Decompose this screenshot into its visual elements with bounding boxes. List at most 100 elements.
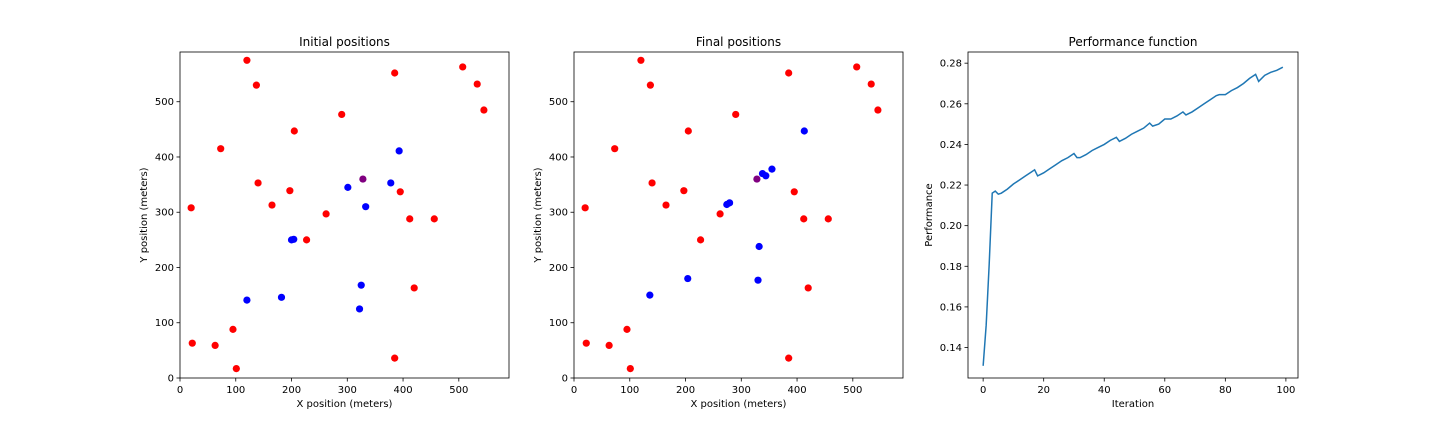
data-point	[680, 187, 688, 195]
data-point	[410, 284, 418, 292]
data-point	[243, 296, 251, 304]
x-tick-label: 500	[843, 385, 862, 396]
data-point	[754, 276, 762, 284]
y-tick-label: 0	[168, 374, 174, 385]
data-point	[790, 188, 798, 196]
x-tick-label: 500	[449, 385, 468, 396]
data-point	[362, 203, 370, 211]
data-point	[286, 187, 294, 195]
data-point	[188, 339, 196, 347]
data-point	[867, 80, 875, 88]
y-tick-label: 500	[155, 97, 174, 108]
data-point	[785, 69, 793, 77]
data-point	[277, 293, 286, 301]
data-point	[623, 325, 631, 333]
x-tick-label: 0	[571, 385, 577, 396]
axes-frame	[573, 51, 904, 379]
y-tick-label: 0.14	[940, 343, 962, 354]
data-point	[804, 284, 812, 292]
axes-frame	[179, 51, 510, 379]
data-point	[480, 106, 488, 114]
data-point	[824, 215, 832, 223]
data-point	[762, 172, 770, 180]
axes-frame	[967, 51, 1299, 379]
y-tick-label: 0.18	[940, 262, 962, 273]
y-tick-label: 300	[549, 208, 568, 219]
y-axis-label: Y position (meters)	[139, 167, 150, 263]
y-tick-label: 0.20	[940, 221, 962, 232]
data-point	[611, 145, 619, 153]
data-point	[359, 175, 367, 183]
data-point	[605, 341, 613, 349]
data-point	[290, 127, 298, 135]
x-tick-label: 40	[1098, 385, 1111, 396]
data-point	[753, 175, 761, 183]
data-point	[268, 201, 276, 209]
series-line	[982, 66, 1284, 366]
y-tick-label: 400	[155, 152, 174, 163]
y-tick-label: 100	[549, 318, 568, 329]
y-tick-label: 0.28	[940, 59, 962, 70]
x-tick-label: 300	[732, 385, 751, 396]
data-point	[338, 110, 346, 119]
x-axis-label: X position (meters)	[297, 399, 393, 410]
data-point	[229, 325, 237, 333]
data-point	[874, 106, 882, 114]
data-point	[357, 281, 365, 289]
data-point	[232, 365, 240, 373]
data-point	[637, 56, 645, 64]
x-tick-label: 100	[226, 385, 245, 396]
data-point	[684, 274, 692, 283]
chart-title: Initial positions	[299, 35, 390, 49]
data-point	[662, 201, 670, 209]
data-point	[800, 127, 808, 135]
x-tick-label: 20	[1037, 385, 1050, 396]
x-tick-label: 100	[1276, 385, 1295, 396]
data-point	[396, 188, 404, 196]
data-point	[684, 127, 692, 135]
data-point	[473, 80, 481, 88]
data-point	[406, 215, 414, 223]
chart-title: Final positions	[696, 35, 781, 49]
x-tick-label: 60	[1158, 385, 1171, 396]
x-axis-label: Iteration	[1112, 399, 1154, 410]
x-tick-label: 80	[1219, 385, 1232, 396]
x-tick-label: 400	[394, 385, 413, 396]
data-point	[648, 179, 656, 187]
data-point	[732, 110, 740, 119]
data-point	[768, 165, 776, 173]
x-tick-label: 0	[177, 385, 183, 396]
data-point	[459, 63, 467, 71]
data-point	[302, 236, 311, 244]
chart-panel-0: 0 100 200 300 400 500 0 100 200 300 400 500 Initial …	[139, 35, 510, 410]
data-point	[254, 179, 262, 187]
x-tick-label: 400	[788, 385, 807, 396]
data-point	[430, 215, 438, 223]
data-point	[853, 63, 861, 71]
x-tick-label: 0	[980, 385, 986, 396]
data-point	[785, 354, 793, 362]
data-point	[211, 341, 219, 349]
y-tick-label: 0.16	[940, 302, 962, 313]
data-point	[322, 210, 330, 218]
y-tick-label: 300	[155, 208, 174, 219]
y-tick-label: 100	[155, 318, 174, 329]
data-point	[581, 204, 589, 212]
data-point	[696, 236, 705, 244]
data-point	[395, 147, 403, 155]
data-point	[252, 81, 260, 89]
data-point	[344, 183, 352, 191]
x-tick-label: 200	[282, 385, 301, 396]
data-point	[626, 365, 634, 373]
data-point	[646, 291, 654, 299]
chart-panel-2: 0 20 40 60 80 100 0.14 0.16 0.18 0.20 0.22 0.24 0.26…	[924, 35, 1299, 410]
data-point	[187, 204, 195, 212]
y-tick-label: 0	[562, 374, 568, 385]
data-point	[755, 242, 763, 251]
x-axis-label: X position (meters)	[691, 399, 787, 410]
data-point	[387, 179, 395, 187]
y-tick-label: 200	[155, 263, 174, 274]
data-point	[646, 81, 654, 89]
y-tick-label: 200	[549, 263, 568, 274]
